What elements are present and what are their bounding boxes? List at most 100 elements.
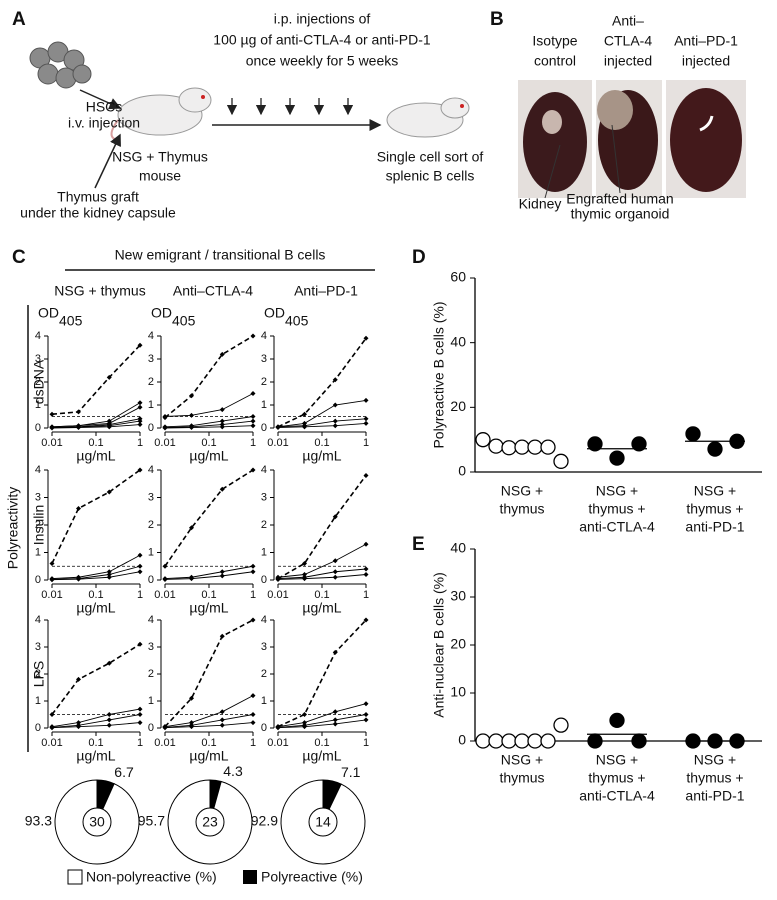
point bbox=[75, 409, 81, 415]
point bbox=[162, 425, 168, 431]
y-tick-label: 2 bbox=[261, 668, 267, 680]
slice-label: 7.1 bbox=[341, 764, 361, 780]
series-line bbox=[51, 420, 141, 428]
data-point bbox=[553, 717, 569, 733]
series-line bbox=[164, 469, 254, 567]
point bbox=[188, 576, 194, 582]
x-axis-label: µg/mL bbox=[189, 748, 228, 764]
point bbox=[275, 425, 281, 431]
y-tick-label: 40 bbox=[450, 333, 466, 349]
point bbox=[363, 566, 369, 572]
y-axis-label: OD bbox=[264, 305, 285, 321]
series-line bbox=[164, 695, 254, 728]
x-tick-label: 0.1 bbox=[314, 737, 329, 749]
point bbox=[250, 720, 256, 726]
x-tick-label: NSG + bbox=[596, 483, 638, 499]
point bbox=[332, 514, 338, 520]
series-line bbox=[277, 337, 367, 428]
point bbox=[301, 572, 307, 577]
series-line bbox=[164, 565, 254, 580]
y-tick-label: 3 bbox=[148, 491, 154, 503]
y-tick-label: 1 bbox=[261, 695, 267, 707]
point bbox=[106, 374, 112, 380]
x-axis-label: µg/mL bbox=[302, 600, 341, 616]
x-axis-label: µg/mL bbox=[302, 748, 341, 764]
point bbox=[137, 569, 143, 575]
data-point bbox=[587, 436, 603, 452]
data-point bbox=[488, 438, 504, 454]
series-line bbox=[51, 571, 141, 581]
data-point bbox=[729, 433, 745, 449]
y-tick-label: 0 bbox=[261, 574, 267, 586]
y-tick-label: 3 bbox=[148, 641, 154, 653]
y-tick-label: 1 bbox=[148, 695, 154, 707]
point bbox=[188, 525, 194, 531]
side-label: Polyreactivity bbox=[5, 487, 21, 569]
x-tick-label: 0.01 bbox=[267, 437, 288, 449]
series-line bbox=[277, 399, 367, 428]
point bbox=[106, 712, 112, 717]
data-point bbox=[514, 733, 530, 749]
point bbox=[363, 541, 369, 547]
point bbox=[332, 569, 338, 575]
photo-label: control bbox=[534, 53, 576, 69]
slice-label: 92.9 bbox=[251, 813, 278, 829]
column-title: NSG + thymus bbox=[54, 283, 145, 299]
series-line bbox=[277, 543, 367, 578]
data-point bbox=[729, 733, 745, 749]
sort-label: Single cell sort of bbox=[377, 149, 484, 165]
y-tick-label: 0 bbox=[148, 422, 154, 434]
x-tick-label: 0.01 bbox=[267, 589, 288, 601]
x-tick-label: NSG + bbox=[501, 483, 543, 499]
x-tick-label: 0.1 bbox=[88, 437, 103, 449]
point bbox=[363, 617, 369, 623]
data-point bbox=[501, 440, 517, 456]
column-title: Anti–PD-1 bbox=[294, 283, 358, 299]
point bbox=[188, 412, 194, 418]
point bbox=[363, 420, 369, 426]
y-axis-label: Polyreactive B cells (%) bbox=[431, 301, 447, 448]
legend-swatch bbox=[243, 870, 257, 884]
point bbox=[137, 712, 143, 717]
point bbox=[162, 576, 168, 582]
data-point bbox=[587, 733, 603, 749]
x-tick-label: thymus + bbox=[686, 770, 743, 786]
x-tick-label: 0.01 bbox=[41, 589, 62, 601]
point bbox=[301, 424, 307, 430]
point bbox=[250, 693, 256, 699]
x-tick-label: 0.01 bbox=[154, 437, 175, 449]
point bbox=[137, 552, 143, 558]
legend-label: Non-polyreactive (%) bbox=[86, 869, 217, 885]
x-tick-label: 0.01 bbox=[41, 437, 62, 449]
series-line bbox=[51, 708, 141, 728]
point bbox=[188, 425, 194, 431]
y-axis-label: OD bbox=[151, 305, 172, 321]
point bbox=[250, 423, 256, 429]
photo-label: injected bbox=[604, 53, 652, 69]
point bbox=[250, 563, 256, 569]
point bbox=[250, 333, 256, 339]
series-line bbox=[51, 344, 141, 415]
x-tick-label: NSG + bbox=[501, 752, 543, 768]
series-line bbox=[164, 335, 254, 419]
point bbox=[363, 473, 369, 478]
point bbox=[106, 660, 112, 666]
y-tick-label: 2 bbox=[148, 519, 154, 531]
data-point bbox=[553, 453, 569, 469]
kidney-label: Kidney bbox=[519, 196, 562, 212]
data-point bbox=[527, 439, 543, 455]
series-line bbox=[164, 571, 254, 580]
point bbox=[219, 633, 225, 639]
point bbox=[219, 424, 225, 430]
x-tick-label: anti-PD-1 bbox=[685, 519, 744, 535]
point bbox=[219, 351, 225, 357]
x-tick-label: 1 bbox=[363, 737, 369, 749]
point bbox=[106, 722, 112, 728]
series-line bbox=[277, 714, 367, 728]
x-tick-label: thymus + bbox=[588, 770, 645, 786]
slice-label: 6.7 bbox=[114, 764, 134, 780]
data-point bbox=[488, 733, 504, 749]
panel-label: A bbox=[12, 9, 26, 30]
point bbox=[106, 717, 112, 723]
y-tick-label: 3 bbox=[261, 641, 267, 653]
